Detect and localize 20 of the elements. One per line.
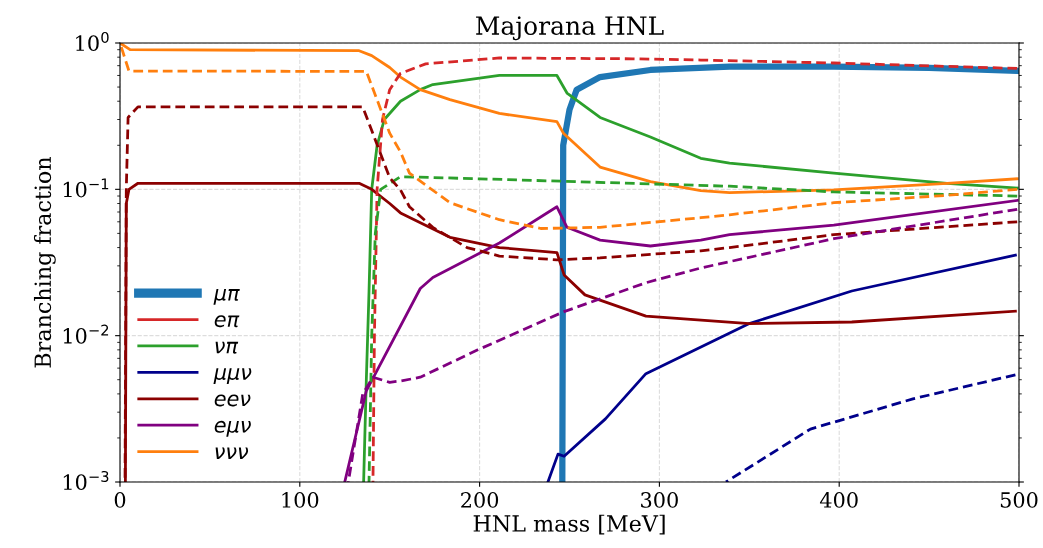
x-tick-label: 100: [282, 492, 319, 508]
legend-label: eπ: [214, 315, 240, 328]
x-tick-label: 0: [114, 492, 126, 508]
x-axis-title: HNL mass [MeV]: [473, 514, 665, 535]
legend-label: νπ: [215, 341, 239, 354]
x-tick-label: 500: [1000, 492, 1038, 508]
legend-label: ννν: [215, 447, 249, 459]
x-tick-label: 400: [819, 492, 858, 508]
y-tick-label: 10$^{−2}$: [63, 324, 109, 344]
legend-label: μπ: [213, 289, 240, 305]
y-tick-label: 10$^{−3}$: [63, 470, 109, 491]
legend-label: μμν: [213, 368, 252, 385]
x-tick-label: 300: [641, 492, 678, 508]
y-tick-label: 10$^{0}$: [76, 31, 109, 52]
legend-label: eμν: [214, 420, 251, 437]
y-axis-title: Branching fraction: [33, 156, 56, 368]
x-tick-label: 200: [461, 492, 499, 508]
chart-title: Majorana HNL: [476, 16, 664, 41]
legend-label: eeν: [214, 394, 251, 407]
y-tick-label: 10$^{−1}$: [63, 178, 109, 198]
